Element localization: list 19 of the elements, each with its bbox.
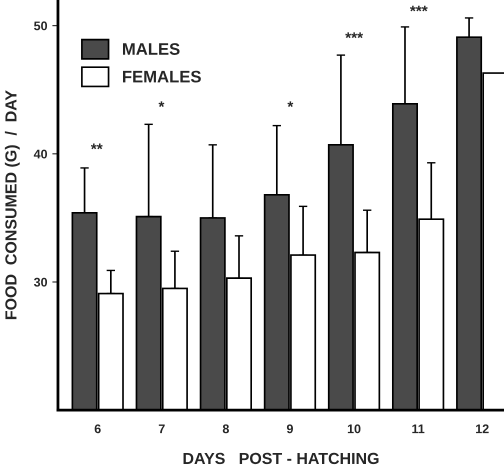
x-tick-label: 10 [348, 424, 360, 434]
annotation: * [158, 101, 164, 107]
x-tick-label: 6 [94, 424, 101, 434]
x-tick-label: 8 [222, 424, 229, 434]
x-tick-label: 7 [158, 424, 165, 434]
legend-label: FEMALES [122, 70, 201, 83]
legend-label: MALES [122, 43, 180, 55]
y-tick-label: 30 [34, 278, 48, 287]
annotation: * [287, 101, 294, 107]
x-axis-title: DAYS POST - HATCHING [184, 452, 378, 464]
annotation: ** [90, 144, 103, 150]
annotation: *** [410, 6, 428, 12]
y-tick-label: 40 [34, 150, 48, 158]
y-tick-label: 50 [34, 21, 48, 30]
x-tick-label: 12 [476, 424, 489, 434]
x-tick-label: 11 [412, 424, 424, 434]
x-tick-label: 9 [286, 424, 293, 434]
annotation: *** [345, 32, 364, 38]
y-axis-title: FOOD CONSUMED (G) / DAY [4, 90, 20, 320]
